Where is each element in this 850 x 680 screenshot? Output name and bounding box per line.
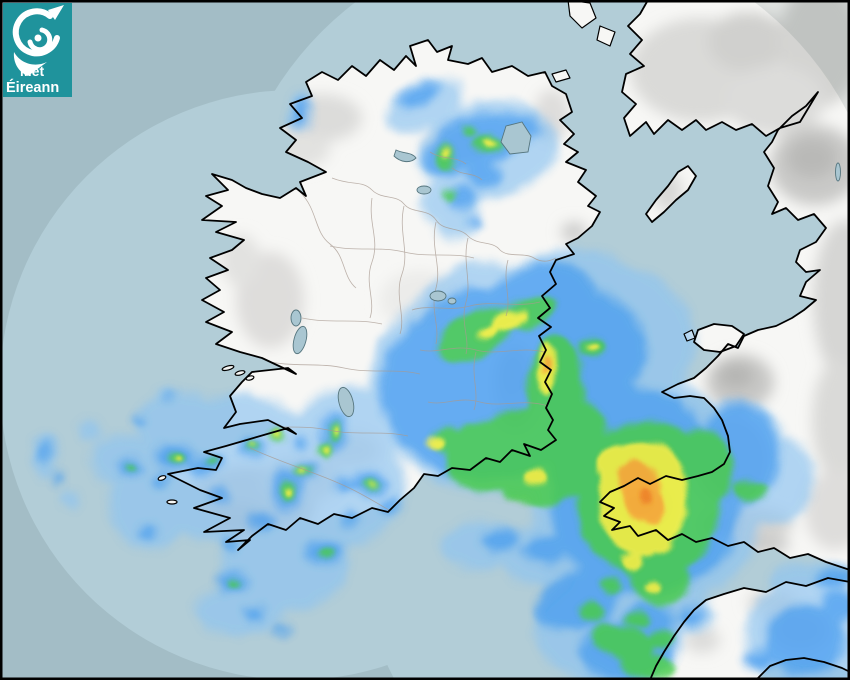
rain-cell xyxy=(467,216,483,228)
rain-cell xyxy=(436,400,464,420)
rain-cell xyxy=(174,457,182,463)
rain-cell xyxy=(134,415,146,425)
rain-cell xyxy=(53,471,63,485)
rain-cell xyxy=(135,393,225,457)
lough-neagh xyxy=(500,121,532,155)
rain-cell xyxy=(335,477,355,493)
rain-cell xyxy=(463,125,477,135)
rain-cell xyxy=(644,582,660,594)
rain-cell xyxy=(195,585,285,635)
rain-cell xyxy=(139,525,157,539)
rain-cell xyxy=(595,446,629,474)
rain-cell xyxy=(523,536,567,564)
met-eireann-logo: Met Éireann xyxy=(3,3,72,97)
rain-cell xyxy=(640,488,652,506)
rain-cell xyxy=(626,612,650,628)
rain-cell xyxy=(251,444,255,448)
rain-cell xyxy=(765,605,845,675)
rain-cell xyxy=(369,482,375,486)
lough-ree xyxy=(429,290,447,302)
rain-cell xyxy=(579,603,605,621)
rain-cell xyxy=(478,326,498,340)
rain-cell xyxy=(630,555,690,605)
rain-cell xyxy=(397,82,439,108)
rain-cell xyxy=(244,607,264,621)
rain-cell xyxy=(720,401,756,429)
rain-cell xyxy=(332,426,338,434)
rain-cell xyxy=(413,366,437,384)
rain-cell xyxy=(743,650,773,670)
logo-text-line2: Éireann xyxy=(6,79,59,96)
rain-cell xyxy=(292,436,308,448)
rain-cell xyxy=(405,323,425,337)
rain-cell xyxy=(298,467,304,473)
rain-cell xyxy=(648,536,672,554)
rain-cell xyxy=(39,442,51,462)
rain-cell xyxy=(600,578,620,592)
rain-cell xyxy=(464,163,500,187)
lough-mask xyxy=(290,309,302,327)
windermere xyxy=(835,162,841,182)
rain-cell xyxy=(732,481,768,499)
rain-cell xyxy=(285,488,293,498)
rain-cell xyxy=(646,631,674,649)
lough-derg xyxy=(337,386,355,418)
rain-cell xyxy=(228,579,240,587)
rain-cell xyxy=(820,591,850,619)
rain-cell xyxy=(524,469,548,485)
rain-cell xyxy=(78,420,102,440)
rain-cell xyxy=(535,590,585,630)
rain-cell xyxy=(190,463,210,477)
rain-cell xyxy=(207,456,217,464)
coastlines xyxy=(157,0,850,680)
midlands-lake xyxy=(447,297,457,305)
rain-cell xyxy=(620,652,676,680)
rain-cell xyxy=(817,568,850,588)
rain-cell xyxy=(448,187,476,209)
rain-overlay xyxy=(33,78,850,680)
rain-cell xyxy=(274,625,290,635)
rain-cell xyxy=(318,548,334,558)
rain-cell xyxy=(273,431,279,439)
rain-cell xyxy=(513,310,529,322)
rain-cell xyxy=(323,445,329,455)
rain-cell xyxy=(163,392,173,400)
rain-cell xyxy=(591,623,653,661)
rain-cell xyxy=(586,343,598,351)
logo-text-line1: Met xyxy=(20,63,44,79)
rain-cell xyxy=(380,498,400,512)
rain-cell xyxy=(443,191,455,201)
rain-cell xyxy=(483,138,495,146)
rain-cell xyxy=(482,528,518,552)
rain-cell xyxy=(294,98,308,126)
lakes xyxy=(290,121,841,418)
rain-cell xyxy=(250,512,274,530)
rain-cell xyxy=(425,437,443,449)
rain-cell xyxy=(444,148,452,158)
met-eireann-swirl-icon xyxy=(12,5,64,76)
rain-cell xyxy=(621,554,643,570)
county-boundaries xyxy=(241,151,557,515)
lough-erne xyxy=(393,149,417,163)
rain-layer-l6 xyxy=(640,488,652,506)
rain-cell xyxy=(125,464,135,472)
rain-cell xyxy=(211,488,229,502)
upper-lough-erne xyxy=(416,185,432,195)
lough-corrib xyxy=(292,325,308,355)
rain-cell xyxy=(60,492,80,508)
rain-cell xyxy=(618,463,638,481)
